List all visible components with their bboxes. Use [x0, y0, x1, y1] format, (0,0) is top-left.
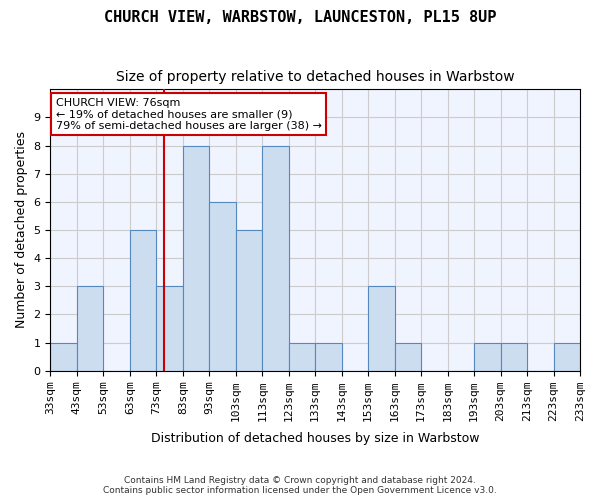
Bar	[183, 146, 209, 370]
Title: Size of property relative to detached houses in Warbstow: Size of property relative to detached ho…	[116, 70, 515, 84]
X-axis label: Distribution of detached houses by size in Warbstow: Distribution of detached houses by size …	[151, 432, 479, 445]
Bar	[77, 286, 103, 370]
Text: CHURCH VIEW, WARBSTOW, LAUNCESTON, PL15 8UP: CHURCH VIEW, WARBSTOW, LAUNCESTON, PL15 …	[104, 10, 496, 25]
Bar	[500, 342, 527, 370]
Bar	[554, 342, 580, 370]
Text: Contains HM Land Registry data © Crown copyright and database right 2024.
Contai: Contains HM Land Registry data © Crown c…	[103, 476, 497, 495]
Bar	[130, 230, 157, 370]
Bar	[474, 342, 500, 370]
Bar	[236, 230, 262, 370]
Bar	[50, 342, 77, 370]
Bar	[262, 146, 289, 370]
Bar	[315, 342, 341, 370]
Bar	[395, 342, 421, 370]
Bar	[368, 286, 395, 370]
Bar	[209, 202, 236, 370]
Bar	[289, 342, 315, 370]
Text: CHURCH VIEW: 76sqm
← 19% of detached houses are smaller (9)
79% of semi-detached: CHURCH VIEW: 76sqm ← 19% of detached hou…	[56, 98, 322, 131]
Bar	[157, 286, 183, 370]
Y-axis label: Number of detached properties: Number of detached properties	[15, 132, 28, 328]
